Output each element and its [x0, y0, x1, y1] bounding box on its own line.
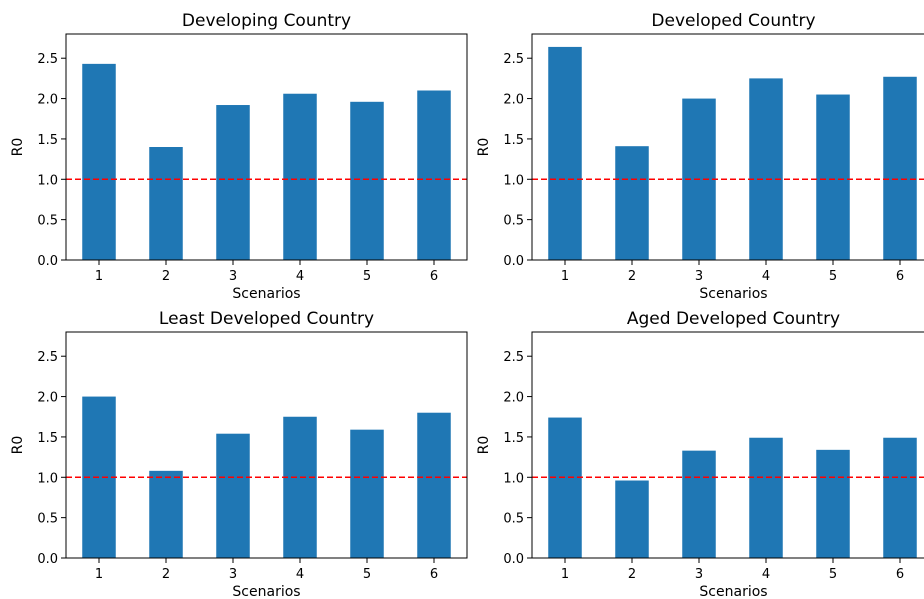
- y-tick-label: 1.5: [37, 133, 58, 148]
- y-tick-label: 0.0: [37, 552, 58, 567]
- y-tick-label: 0.0: [503, 254, 524, 269]
- bar: [816, 449, 850, 558]
- bar: [82, 63, 116, 260]
- x-tick-label: 3: [695, 269, 703, 284]
- bar: [883, 76, 917, 261]
- bar: [548, 417, 582, 558]
- x-tick-label: 4: [762, 567, 770, 582]
- y-tick-label: 2.5: [503, 52, 524, 67]
- x-tick-label: 1: [561, 269, 569, 284]
- bar: [682, 450, 716, 558]
- y-axis-label: R0: [10, 138, 26, 157]
- y-tick-label: 2.0: [37, 93, 58, 108]
- y-tick-label: 1.0: [503, 471, 524, 486]
- bar: [216, 433, 250, 558]
- x-tick-label: 2: [162, 567, 170, 582]
- bar: [417, 90, 451, 260]
- y-tick-label: 0.5: [37, 512, 58, 527]
- x-tick-label: 1: [95, 567, 103, 582]
- y-tick-label: 0.5: [503, 512, 524, 527]
- plot-frame: [531, 331, 924, 559]
- y-tick-label: 1.0: [37, 173, 58, 188]
- bar: [548, 46, 582, 260]
- chart-title: Least Developed Country: [159, 309, 374, 329]
- y-axis-label: R0: [476, 436, 492, 455]
- y-tick-label: 0.0: [503, 552, 524, 567]
- y-axis-label: R0: [10, 436, 26, 455]
- x-tick-label: 3: [229, 269, 237, 284]
- bar: [749, 437, 783, 558]
- bar: [816, 94, 850, 261]
- x-tick-label: 3: [695, 567, 703, 582]
- x-tick-label: 2: [628, 567, 636, 582]
- chart-title: Developed Country: [651, 11, 815, 31]
- y-tick-label: 1.5: [37, 431, 58, 446]
- y-axis-label: R0: [476, 138, 492, 157]
- x-tick-label: 2: [628, 269, 636, 284]
- y-tick-label: 1.5: [503, 133, 524, 148]
- x-axis-label: Scenarios: [699, 584, 767, 599]
- y-tick-label: 2.5: [37, 52, 58, 67]
- plot-frame: [65, 33, 468, 261]
- x-axis-label: Scenarios: [232, 286, 300, 302]
- plot-frame: [531, 33, 924, 261]
- y-tick-label: 2.0: [37, 391, 58, 406]
- chart-title: Aged Developed Country: [627, 309, 840, 329]
- chart-panel: 0.0 0.5 1.0 1.5 2.0 2.5 1 2 3 4 5 6 Least Developed …: [10, 309, 468, 599]
- chart-panel: 0.0 0.5 1.0 1.5 2.0 2.5 1 2 3 4 5 6 Developed Countr…: [476, 11, 924, 302]
- x-tick-label: 6: [896, 567, 904, 582]
- x-axis-label: Scenarios: [699, 286, 767, 302]
- bar: [749, 78, 783, 261]
- bar: [350, 101, 384, 260]
- x-tick-label: 5: [829, 567, 837, 582]
- chart-panel: 0.0 0.5 1.0 1.5 2.0 2.5 1 2 3 4 5 6 Aged Developed C…: [476, 309, 924, 599]
- bar: [350, 429, 384, 558]
- y-tick-label: 2.0: [503, 391, 524, 406]
- x-tick-label: 5: [363, 567, 371, 582]
- y-tick-label: 1.0: [37, 471, 58, 486]
- plot-frame: [65, 331, 468, 559]
- x-tick-label: 6: [430, 567, 438, 582]
- x-tick-label: 4: [762, 269, 770, 284]
- x-tick-label: 1: [561, 567, 569, 582]
- x-tick-label: 3: [229, 567, 237, 582]
- bar: [149, 147, 183, 260]
- bar: [615, 146, 649, 260]
- bar: [883, 437, 917, 558]
- bar: [283, 93, 317, 260]
- x-tick-label: 2: [162, 269, 170, 284]
- bar: [417, 412, 451, 558]
- y-tick-label: 2.5: [503, 350, 524, 365]
- x-tick-label: 4: [296, 567, 304, 582]
- bar: [283, 416, 317, 558]
- x-axis-label: Scenarios: [232, 584, 300, 599]
- y-tick-label: 1.5: [503, 431, 524, 446]
- y-tick-label: 0.5: [37, 214, 58, 229]
- x-tick-label: 6: [896, 269, 904, 284]
- y-tick-label: 2.5: [37, 350, 58, 365]
- chart-panel: 0.0 0.5 1.0 1.5 2.0 2.5 1 2 3 4 5 6 Developing Count…: [10, 11, 468, 302]
- x-tick-label: 6: [430, 269, 438, 284]
- bar: [615, 480, 649, 558]
- x-tick-label: 1: [95, 269, 103, 284]
- chart-title: Developing Country: [182, 11, 351, 31]
- x-tick-label: 4: [296, 269, 304, 284]
- y-tick-label: 0.0: [37, 254, 58, 269]
- y-tick-label: 1.0: [503, 173, 524, 188]
- y-tick-label: 0.5: [503, 214, 524, 229]
- bar: [216, 105, 250, 261]
- x-tick-label: 5: [363, 269, 371, 284]
- bar: [149, 470, 183, 558]
- y-tick-label: 2.0: [503, 93, 524, 108]
- x-tick-label: 5: [829, 269, 837, 284]
